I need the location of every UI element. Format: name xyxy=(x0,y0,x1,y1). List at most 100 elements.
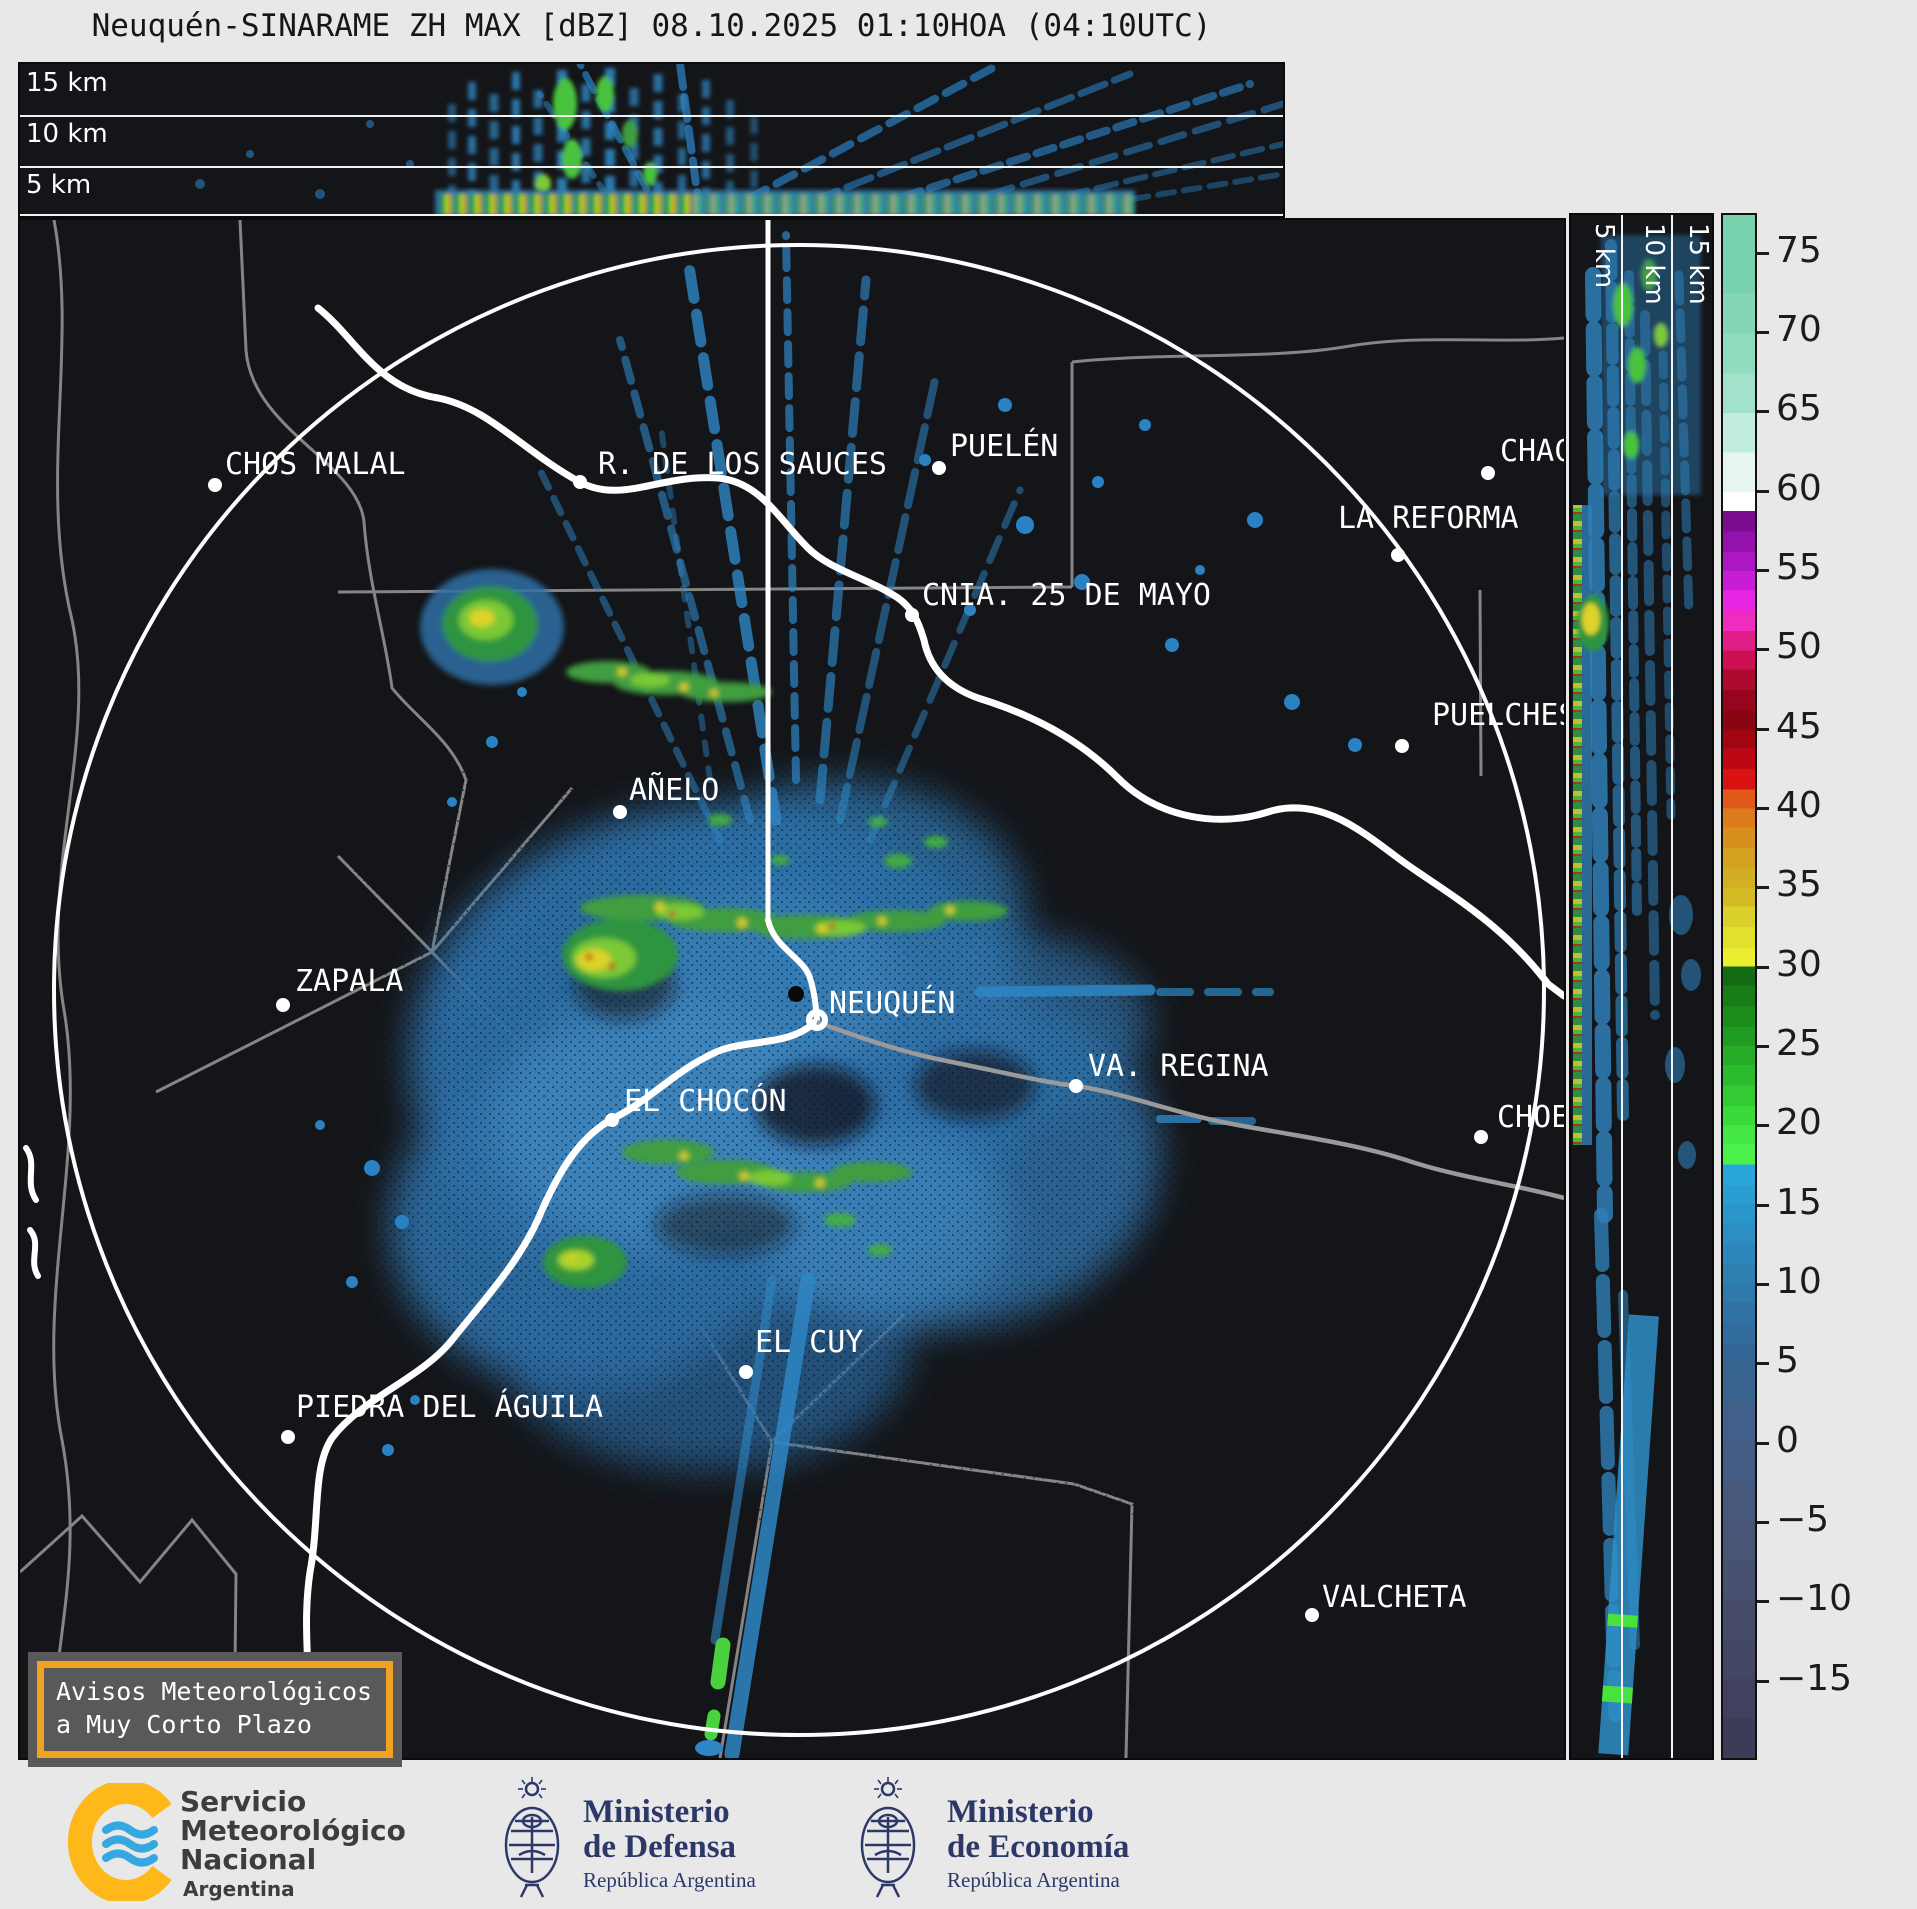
defensa-coat-of-arms xyxy=(504,1777,560,1898)
colorbar-tick xyxy=(1757,1521,1769,1524)
city-marker-el-cuy xyxy=(739,1365,753,1379)
colorbar-tick-label: 60 xyxy=(1776,467,1822,509)
radar-site-dot xyxy=(788,986,804,1002)
city-label-puelches: PUELCHES xyxy=(1432,698,1566,733)
city-label-el-choc-n: EL CHOCÓN xyxy=(624,1084,787,1119)
colorbar-tick-label: 65 xyxy=(1776,388,1822,430)
radar-map: CHOS MALAL R. DE LOS SAUCES PUELÉN CNIA. 25… xyxy=(18,218,1566,1760)
colorbar-tick-label: 25 xyxy=(1776,1023,1822,1064)
city-label-a-elo: AÑELO xyxy=(629,773,720,808)
economia-line-1: Ministerio xyxy=(947,1794,1094,1830)
city-marker-puelches xyxy=(1395,739,1409,753)
colorbar-tick xyxy=(1757,251,1769,255)
warning-line-2: a Muy Corto Plazo xyxy=(56,1709,312,1739)
colorbar-tick xyxy=(1757,648,1769,652)
city-marker-la-reforma xyxy=(1391,548,1405,562)
defensa-line-1: Ministerio xyxy=(583,1794,730,1830)
warning-line-1: Avisos Meteorológicos xyxy=(56,1677,373,1706)
city-layer: CHOS MALAL R. DE LOS SAUCES PUELÉN CNIA. 25… xyxy=(20,220,1564,1758)
colorbar-tick-label: 30 xyxy=(1776,943,1822,985)
economia-subtitle: República Argentina xyxy=(947,1868,1120,1893)
colorbar-tick-label: 10 xyxy=(1776,1261,1822,1302)
altitude-line-5km xyxy=(20,214,1283,216)
colorbar-tick-label: 5 xyxy=(1776,1340,1799,1382)
city-label-zapala: ZAPALA xyxy=(295,964,404,999)
colorbar-tick xyxy=(1757,1679,1769,1683)
city-label-el-cuy: EL CUY xyxy=(755,1325,864,1360)
city-marker-chos-malal xyxy=(208,478,222,492)
colorbar-tick xyxy=(1757,1283,1769,1286)
colorbar-tick-label: 15 xyxy=(1776,1181,1822,1223)
city-label-cnia-25-de-mayo: CNIA. 25 DE MAYO xyxy=(922,578,1211,613)
colorbar-tick xyxy=(1757,727,1769,731)
colorbar-tick xyxy=(1757,331,1769,334)
city-marker-valcheta xyxy=(1305,1608,1319,1622)
colorbar-tick-label: 40 xyxy=(1776,785,1822,826)
city-label-neuqu-n: NEUQUÉN xyxy=(829,986,956,1021)
colorbar-tick-label: 35 xyxy=(1776,864,1822,906)
footer-logos: Servicio Meteorológico Nacional Argentin… xyxy=(0,1765,1917,1909)
altitude-label-15km: 15 km xyxy=(26,68,108,98)
warning-box-inner: Avisos Meteorológicos a Muy Corto Plazo xyxy=(37,1661,394,1758)
side-cross-section-panel: 5 km 10 km 15 km xyxy=(1569,213,1714,1760)
colorbar-tick xyxy=(1757,569,1769,572)
altitude-line-15km xyxy=(20,115,1283,117)
colorbar-tick xyxy=(1757,886,1769,890)
smn-country: Argentina xyxy=(183,1877,295,1901)
colorbar-tick-label: −10 xyxy=(1776,1578,1852,1620)
smn-line-3: Nacional xyxy=(180,1843,317,1877)
colorbar-tick-label: 0 xyxy=(1776,1419,1799,1461)
city-marker-cnia-25-de-mayo xyxy=(905,608,919,622)
colorbar-tick-label: 70 xyxy=(1776,309,1822,350)
rio-negro xyxy=(816,1019,1564,1201)
altitude-line-10km xyxy=(20,166,1283,168)
colorbar-tick xyxy=(1757,807,1769,810)
altitude-label-10km: 10 km xyxy=(26,119,108,149)
city-label-choele: CHOELE xyxy=(1497,1100,1564,1135)
colorbar-tick xyxy=(1757,489,1769,493)
city-marker-choele xyxy=(1474,1130,1488,1144)
page-title: Neuquén-SINARAME ZH MAX [dBZ] 08.10.2025… xyxy=(91,8,1212,44)
top-cross-section-panel: 15 km 10 km 5 km xyxy=(18,62,1285,218)
city-label-piedra-del-guila: PIEDRA DEL ÁGUILA xyxy=(296,1390,604,1425)
range-ring xyxy=(52,243,1546,1737)
colorbar-tick-label: 45 xyxy=(1776,705,1822,747)
colorbar-tick-label: 55 xyxy=(1776,547,1822,588)
city-label-chos-malal: CHOS MALAL xyxy=(225,447,406,482)
city-label-valcheta: VALCHETA xyxy=(1322,1580,1467,1615)
colorbar-tick xyxy=(1757,965,1769,969)
side-altitude-label-10km: 10 km xyxy=(1639,223,1669,305)
side-altitude-label-5km: 5 km xyxy=(1589,223,1619,289)
city-marker-zapala xyxy=(276,998,290,1012)
smn-logo xyxy=(67,1783,172,1901)
city-marker-neuqu-n xyxy=(806,1009,828,1031)
colorbar-tick xyxy=(1757,1441,1769,1445)
colorbar-tick-label: 20 xyxy=(1776,1102,1822,1144)
warning-box: Avisos Meteorológicos a Muy Corto Plazo xyxy=(28,1652,403,1767)
radar-map-graphics xyxy=(20,220,1564,1758)
dbz-colorbar xyxy=(1721,213,1757,1760)
city-marker-el-choc-n xyxy=(605,1113,619,1127)
colorbar-tick xyxy=(1757,1600,1769,1604)
colorbar-tick xyxy=(1757,1362,1769,1366)
colorbar-tick xyxy=(1757,1045,1769,1048)
ministerio-economia: Ministerio de Economía República Argenti… xyxy=(947,1795,1129,1893)
colorbar-tick xyxy=(1757,410,1769,414)
colorbar-tick xyxy=(1757,1203,1769,1207)
altitude-label-5km: 5 km xyxy=(26,170,92,200)
side-altitude-label-15km: 15 km xyxy=(1683,223,1713,305)
top-cross-section-echoes xyxy=(195,64,1283,216)
radar-echoes xyxy=(315,231,1362,1758)
colorbar-tick xyxy=(1757,1124,1769,1128)
city-marker-va-regina xyxy=(1069,1079,1083,1093)
side-cross-section-echoes xyxy=(1573,235,1701,1756)
colorbar-tick-label: −5 xyxy=(1776,1499,1830,1540)
colorbar-tick-label: 50 xyxy=(1776,626,1822,668)
city-marker-a-elo xyxy=(613,805,627,819)
city-label-la-reforma: LA REFORMA xyxy=(1338,501,1519,536)
altitude-line-5km xyxy=(1621,215,1623,1758)
city-label-chach: CHACH xyxy=(1500,434,1564,469)
economia-line-2: de Economía xyxy=(947,1828,1130,1865)
economia-coat-of-arms xyxy=(860,1777,916,1898)
smn-line-2: Meteorológico xyxy=(180,1814,406,1848)
